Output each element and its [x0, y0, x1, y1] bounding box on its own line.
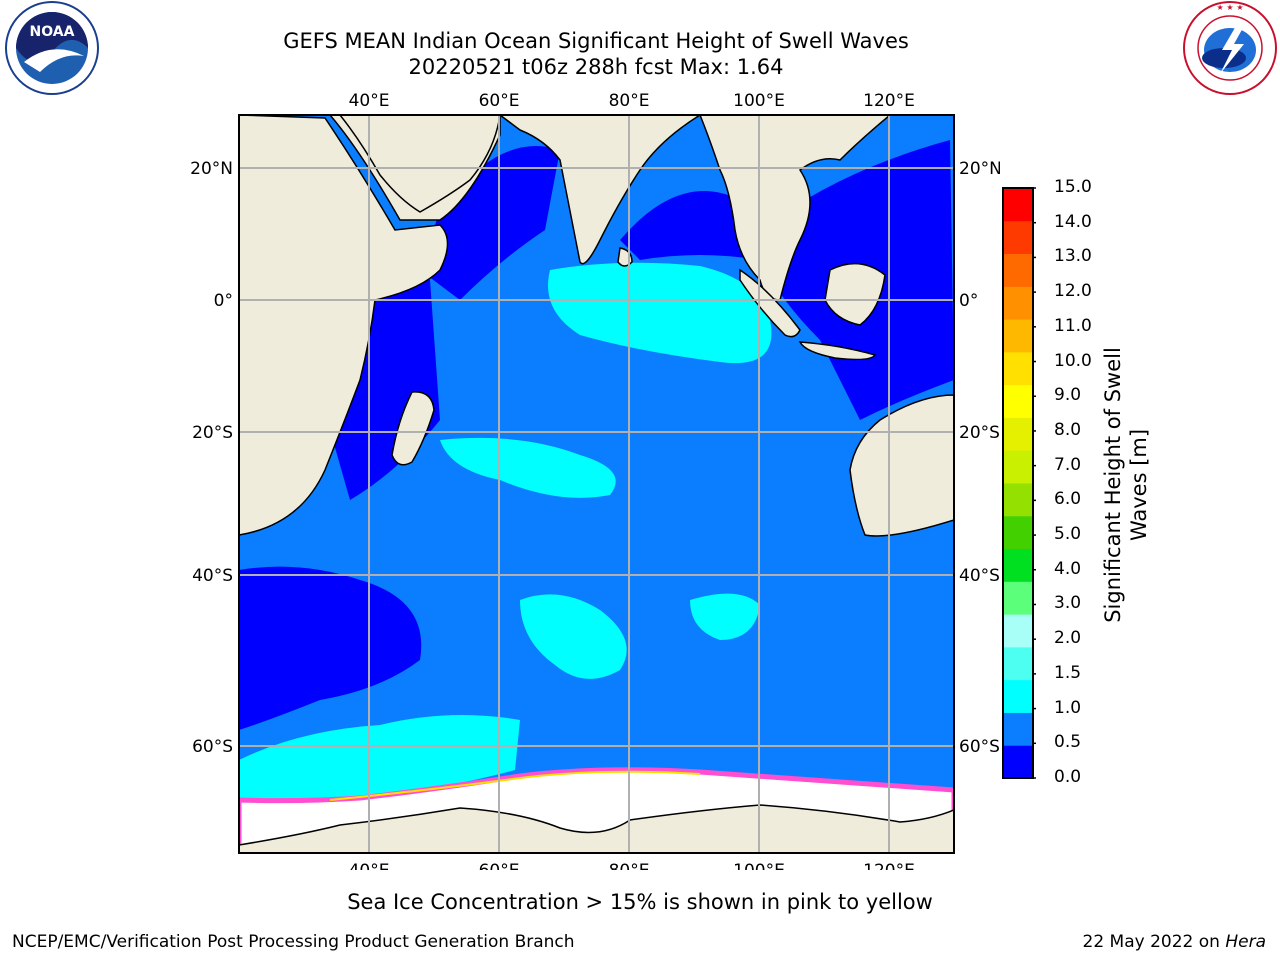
colorbar-segment: [1003, 220, 1033, 255]
colorbar-segment: [1003, 286, 1033, 320]
svg-text:★ ★ ★: ★ ★ ★: [1216, 3, 1243, 12]
colorbar: [1002, 187, 1036, 779]
lon-tick-top-120: 120°E: [863, 91, 915, 111]
land-se-asia: [699, 115, 892, 301]
colorbar-tick-label: 6.0: [1054, 489, 1082, 510]
land-india: [498, 115, 702, 265]
lat-tick-left-60s: 60°S: [192, 737, 233, 757]
colorbar-tick-label: 5.0: [1054, 524, 1082, 545]
sea-ice-caption: Sea Ice Concentration > 15% is shown in …: [347, 890, 933, 914]
colorbar-segment: [1003, 646, 1033, 681]
lat-tick-left-0: 0°: [214, 291, 233, 311]
lat-tick-left-20s: 20°S: [192, 423, 233, 443]
nws-logo: ★ ★ ★: [1183, 1, 1277, 95]
colorbar-segment: [1003, 745, 1033, 779]
colorbar-tick-label: 9.0: [1054, 385, 1082, 406]
colorbar-tick-label: 3.0: [1054, 593, 1082, 614]
lon-tick-bottom-120: 120°E: [863, 861, 915, 870]
colorbar-segment: [1003, 384, 1033, 418]
colorbar-tick-label: 14.0: [1054, 211, 1092, 232]
colorbar-tick-label: 7.0: [1054, 454, 1082, 475]
colorbar-tick-label: 0.0: [1054, 767, 1082, 787]
lat-tick-right-40s: 40°S: [959, 566, 1000, 586]
map-frame: [238, 114, 955, 854]
lon-tick-top-40: 40°E: [349, 91, 390, 111]
colorbar-tick-label: 12.0: [1054, 281, 1092, 302]
colorbar-frame: [1002, 187, 1034, 779]
colorbar-segment: [1003, 417, 1033, 451]
chart-title: GEFS MEAN Indian Ocean Significant Heigh…: [283, 29, 909, 53]
lon-tick-bottom-40: 40°E: [349, 861, 390, 870]
lon-tick-top-60: 60°E: [479, 91, 520, 111]
land-arabia: [339, 115, 501, 213]
sea-ice-edge-yellow: [329, 770, 701, 801]
colorbar-segment: [1003, 548, 1033, 582]
colorbar-segment: [1003, 351, 1033, 386]
svg-text:NOAA: NOAA: [30, 24, 75, 40]
colorbar-segment: [1003, 319, 1033, 353]
colorbar-segment: [1003, 483, 1033, 517]
colorbar-segment: [1003, 712, 1033, 746]
lat-tick-right-0: 0°: [959, 291, 978, 311]
lon-tick-top-80: 80°E: [609, 91, 650, 111]
land-sumatra: [739, 268, 801, 338]
lat-tick-left-20n: 20°N: [190, 159, 233, 179]
colorbar-label-line2: Waves [m]: [1127, 428, 1151, 542]
noaa-logo: NOAA: [5, 1, 99, 95]
footer-host: Hera: [1225, 932, 1266, 952]
lat-tick-right-60s: 60°S: [959, 737, 1000, 757]
colorbar-tick-label: 0.5: [1054, 732, 1082, 753]
lon-tick-bottom-80: 80°E: [609, 861, 650, 870]
footer-credit: NCEP/EMC/Verification Post Processing Pr…: [12, 932, 575, 952]
lat-tick-right-20n: 20°N: [959, 159, 1000, 179]
land-borneo: [824, 262, 886, 326]
lon-tick-bottom-60: 60°E: [479, 861, 520, 870]
gridlines: [239, 115, 954, 853]
colorbar-label-line1: Significant Height of Swell: [1101, 347, 1125, 623]
colorbar-tick-label: 8.0: [1054, 419, 1082, 440]
chart-subtitle: 20220521 t06z 288h fcst Max: 1.64: [408, 55, 784, 79]
land-antarctica: [239, 804, 954, 853]
lon-tick-bottom-100: 100°E: [733, 861, 785, 870]
colorbar-segment: [1003, 450, 1033, 484]
colorbar-tick-label: 11.0: [1054, 315, 1092, 336]
footer-date-text: 22 May 2022 on: [1082, 932, 1220, 952]
colorbar-segment: [1003, 253, 1033, 287]
lat-tick-right-20s: 20°S: [959, 423, 1000, 443]
colorbar-tick-label: 10.0: [1054, 350, 1092, 371]
colorbar-segment: [1003, 614, 1033, 648]
colorbar-segment: [1003, 581, 1033, 615]
land-australia: [849, 394, 954, 537]
footer-date: 22 May 2022 on Hera: [1083, 932, 1267, 952]
colorbar-tick-label: 2.0: [1054, 628, 1082, 649]
colorbar-segment: [1003, 679, 1033, 713]
mid-swell-regions: [239, 262, 772, 803]
colorbar-tick-label: 15.0: [1054, 177, 1092, 197]
colorbar-tick-label: 4.0: [1054, 558, 1082, 579]
colorbar-tick-label: 1.0: [1054, 697, 1082, 718]
colorbar-segment: [1003, 515, 1033, 550]
map: 40°E 60°E 80°E 100°E 120°E 40°E 60°E 80°…: [190, 91, 1000, 870]
colorbar-tick-label: 13.0: [1054, 246, 1092, 267]
colorbar-segment: [1003, 188, 1033, 222]
colorbar-tick-label: 1.5: [1054, 662, 1082, 683]
lon-tick-top-100: 100°E: [733, 91, 785, 111]
lat-tick-left-40s: 40°S: [192, 566, 233, 586]
